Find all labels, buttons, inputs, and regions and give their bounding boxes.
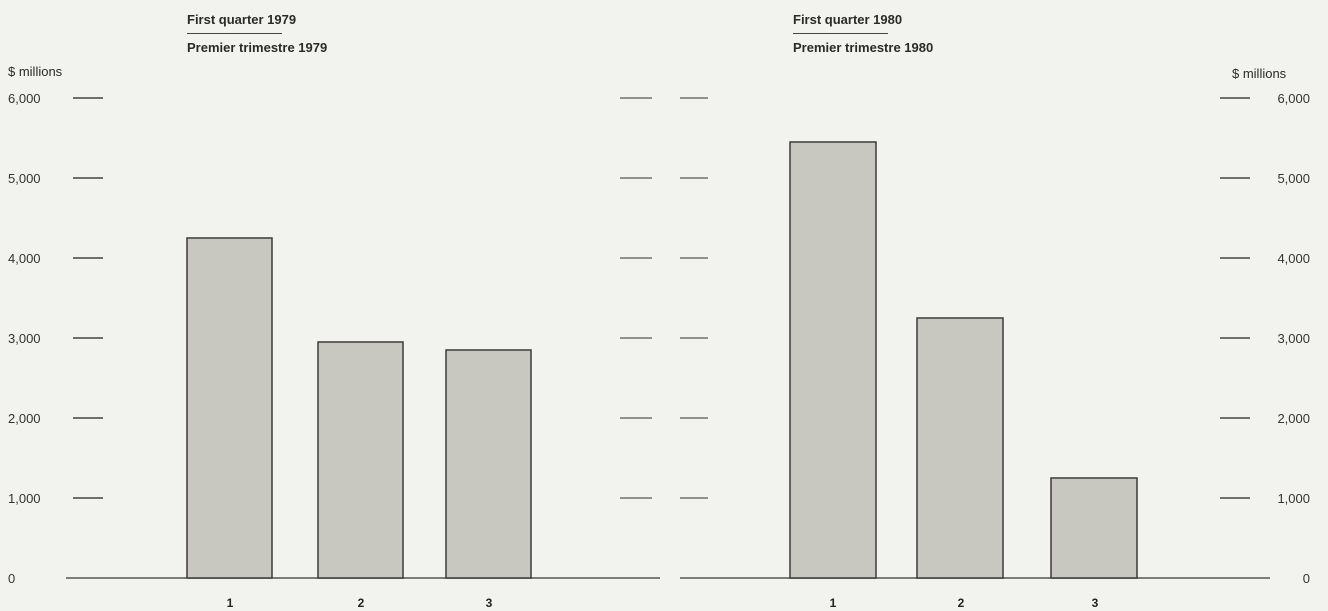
right-chart-subtitle: Premier trimestre 1980 [793,40,934,55]
left-y-unit-label: $ millions [8,64,63,79]
left-bar-3 [445,349,532,579]
right-y-tick-label: 6,000 [1277,91,1310,106]
left-category-label: 3 [486,596,493,610]
right-bar-3 [1050,477,1138,579]
right-y-tick-label: 5,000 [1277,171,1310,186]
left-bar-2 [317,341,404,579]
left-y-tick-label: 0 [8,571,15,586]
left-y-tick-label: 4,000 [8,251,41,266]
left-y-tick-label: 1,000 [8,491,41,506]
right-y-tick-label: 0 [1303,571,1310,586]
left-bar-1 [186,237,273,579]
right-y-tick-label: 2,000 [1277,411,1310,426]
left-y-tick-label: 3,000 [8,331,41,346]
left-y-tick-label: 5,000 [8,171,41,186]
right-category-label: 2 [958,596,965,610]
right-y-unit-label: $ millions [1232,66,1287,81]
right-bar-2 [916,317,1004,579]
left-chart-subtitle: Premier trimestre 1979 [187,40,328,55]
right-category-label: 3 [1092,596,1099,610]
left-title-rule [187,33,282,34]
left-category-label: 2 [358,596,365,610]
right-chart-title: First quarter 1980 [793,12,903,27]
left-y-tick-label: 6,000 [8,91,41,106]
right-y-tick-label: 1,000 [1277,491,1310,506]
right-y-tick-label: 3,000 [1277,331,1310,346]
right-title-rule [793,33,888,34]
right-bar-1 [789,141,877,579]
right-category-label: 1 [830,596,837,610]
right-y-tick-label: 4,000 [1277,251,1310,266]
left-chart-title: First quarter 1979 [187,12,297,27]
left-y-tick-label: 2,000 [8,411,41,426]
left-category-label: 1 [227,596,234,610]
